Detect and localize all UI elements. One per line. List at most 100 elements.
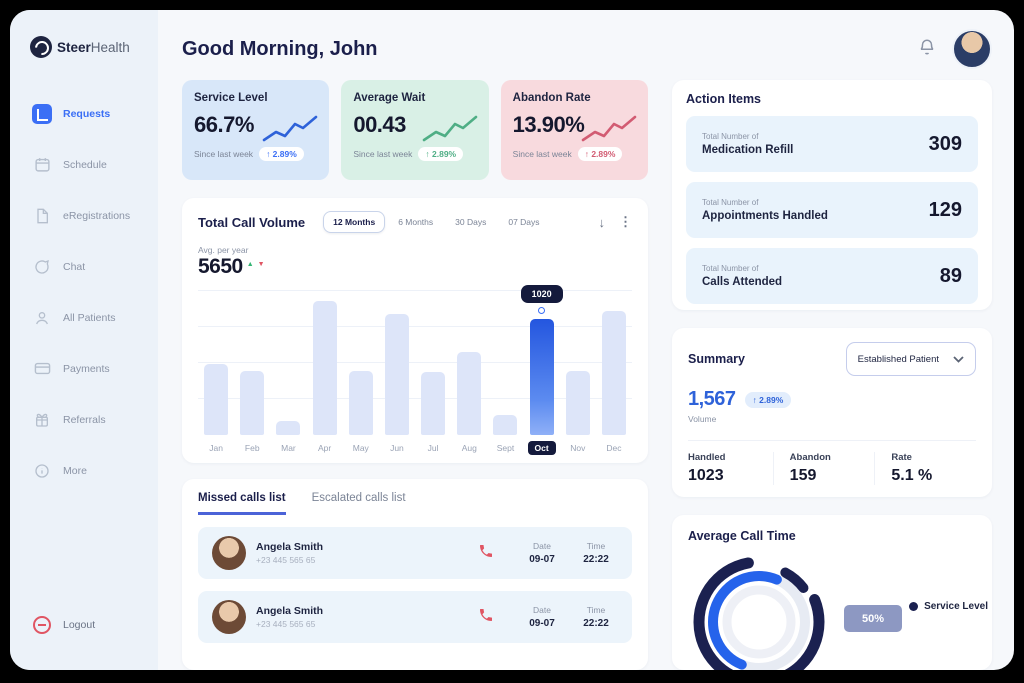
stat-value: 66.7% xyxy=(194,112,254,137)
sparkline-icon xyxy=(581,115,637,142)
month-label: Nov xyxy=(570,443,586,453)
brand-light: Health xyxy=(90,39,130,55)
action-label: Medication Refill xyxy=(702,144,794,156)
month-label: Sept xyxy=(496,443,515,453)
bar-column[interactable]: Jan xyxy=(198,283,234,455)
tab-6-months[interactable]: 6 Months xyxy=(398,217,434,227)
stat-value: 159 xyxy=(789,467,817,484)
bar-column[interactable]: Mar xyxy=(270,283,306,455)
volume-label: Volume xyxy=(688,414,717,424)
stat-title: Abandon Rate xyxy=(512,92,591,104)
caller-name: Angela Smith xyxy=(256,605,324,617)
stat-value: 00.43 xyxy=(353,112,406,137)
action-label: Appointments Handled xyxy=(702,210,828,222)
time-label: Time xyxy=(586,605,606,615)
page-title: Good Morning, John xyxy=(182,37,378,60)
patient-type-dropdown[interactable]: Established Patient xyxy=(845,342,976,376)
caller-name: Angela Smith xyxy=(256,541,324,553)
sidebar: SteerHealth Requests Schedule eRegistrat… xyxy=(10,10,158,670)
missed-call-phone-icon[interactable] xyxy=(478,543,494,564)
sidebar-item-chat[interactable]: Chat xyxy=(10,241,158,292)
action-value: 129 xyxy=(928,198,962,221)
month-label: Jan xyxy=(209,443,223,453)
sidebar-item-label: Chat xyxy=(63,260,86,273)
legend-label: Service Level xyxy=(924,601,988,612)
bar-column[interactable]: Sept xyxy=(487,283,523,455)
right-column: Action Items Total Number of Medication … xyxy=(672,80,992,670)
stat-value: 13.90% xyxy=(512,112,585,137)
stat-label: Handled xyxy=(688,452,726,463)
bar-column[interactable]: Jul xyxy=(415,283,451,455)
caller-avatar xyxy=(212,536,246,570)
volume-change-badge: ↑ 2.89% xyxy=(744,391,792,408)
tab-30-days[interactable]: 30 Days xyxy=(455,217,487,227)
month-label: Jun xyxy=(390,443,404,453)
bar-column[interactable]: Dec xyxy=(596,283,632,455)
tab-07-days[interactable]: 07 Days xyxy=(508,217,540,227)
kebab-menu-icon[interactable]: ⋮ xyxy=(619,214,632,229)
bar-column[interactable]: Jun xyxy=(379,283,415,455)
tab-missed-calls[interactable]: Missed calls list xyxy=(198,492,286,515)
call-volume-chart: Jan Feb Mar Apr May Jun Jul Aug Sept 1020 Oct Nov De… xyxy=(198,283,632,455)
call-list-item[interactable]: Angela Smith +23 445 565 65 Date 09-07 xyxy=(198,591,632,643)
steerhealth-logo-icon xyxy=(30,36,52,58)
sidebar-item-schedule[interactable]: Schedule xyxy=(10,139,158,190)
month-label: Jul xyxy=(427,443,439,453)
bar-column[interactable]: Feb xyxy=(234,283,270,455)
month-label: Feb xyxy=(244,443,260,453)
tab-escalated-calls[interactable]: Escalated calls list xyxy=(311,492,406,504)
tab-12-months[interactable]: 12 Months xyxy=(323,211,386,233)
sidebar-item-more[interactable]: More xyxy=(10,445,158,496)
credit-card-icon xyxy=(32,359,52,379)
call-time: 22:22 xyxy=(583,554,609,565)
sidebar-item-payments[interactable]: Payments xyxy=(10,343,158,394)
bar xyxy=(384,314,409,435)
call-list-item[interactable]: Angela Smith +23 445 565 65 Date 09-07 xyxy=(198,527,632,579)
action-item-medication-refill[interactable]: Total Number of Medication Refill 309 xyxy=(686,116,978,172)
notifications-bell-icon[interactable] xyxy=(918,38,936,61)
chat-icon xyxy=(32,257,52,277)
bar-column[interactable]: 1020 Oct xyxy=(520,283,563,455)
bar xyxy=(312,301,337,435)
action-sub-label: Total Number of xyxy=(702,198,759,207)
call-volume-range-tabs: 12 Months 6 Months 30 Days 07 Days xyxy=(323,211,548,233)
summary-stat-abandon: Abandon 159 xyxy=(772,452,875,485)
bar xyxy=(204,364,229,435)
action-label: Calls Attended xyxy=(702,276,783,288)
logout-label: Logout xyxy=(63,618,96,631)
action-item-appointments-handled[interactable]: Total Number of Appointments Handled 129 xyxy=(686,182,978,238)
bar-column[interactable]: Aug xyxy=(451,283,487,455)
service-level-card: Service Level 66.7% Since last week ↑ 2.… xyxy=(182,80,330,180)
abandon-rate-card: Abandon Rate 13.90% Since last week ↑ 2.… xyxy=(500,80,648,180)
sidebar-item-referrals[interactable]: Referrals xyxy=(10,394,158,445)
stat-change-badge: ↑ 2.89% xyxy=(418,147,464,161)
avg-per-year-label: Avg. per year xyxy=(198,245,249,255)
sidebar-item-requests[interactable]: Requests xyxy=(10,88,158,139)
sidebar-item-eregistrations[interactable]: eRegistrations xyxy=(10,190,158,241)
bar-column[interactable]: Nov xyxy=(560,283,596,455)
month-label: Aug xyxy=(461,443,477,453)
stat-value: 5.1 % xyxy=(891,467,933,484)
call-volume-title: Total Call Volume xyxy=(198,214,306,230)
app-window: SteerHealth Requests Schedule eRegistrat… xyxy=(10,10,1014,670)
stat-title: Average Wait xyxy=(353,92,426,104)
logout-button[interactable]: Logout xyxy=(10,599,158,650)
sidebar-item-label: All Patients xyxy=(63,311,116,324)
sidebar-item-label: Payments xyxy=(63,362,110,375)
action-sub-label: Total Number of xyxy=(702,132,759,141)
up-triangle-icon: ▲ xyxy=(246,261,254,268)
chevron-down-icon xyxy=(953,350,964,368)
missed-call-phone-icon[interactable] xyxy=(478,607,494,628)
file-icon xyxy=(32,206,52,226)
month-label: Dec xyxy=(606,443,622,453)
bar-column[interactable]: May xyxy=(343,283,379,455)
action-item-calls-attended[interactable]: Total Number of Calls Attended 89 xyxy=(686,248,978,304)
sidebar-item-all-patients[interactable]: All Patients xyxy=(10,292,158,343)
download-icon[interactable]: ↓ xyxy=(598,214,606,230)
summary-stat-handled: Handled 1023 xyxy=(688,452,773,485)
month-label: Mar xyxy=(281,443,296,453)
summary-panel: Summary Established Patient 1,567 ↑ 2.89… xyxy=(672,328,992,497)
bar-column[interactable]: Apr xyxy=(307,283,343,455)
user-avatar[interactable] xyxy=(952,29,992,69)
bar xyxy=(421,372,446,435)
